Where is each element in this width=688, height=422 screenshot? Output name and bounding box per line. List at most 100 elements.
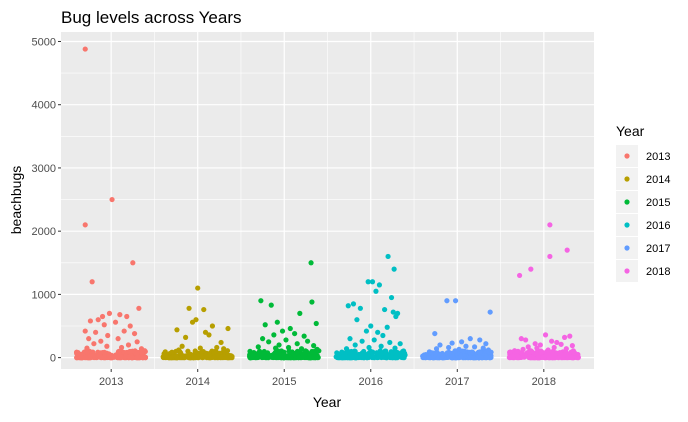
data-point (134, 355, 140, 361)
data-point (225, 325, 231, 332)
data-point (467, 336, 473, 342)
data-point (545, 347, 551, 353)
data-point (218, 339, 224, 346)
legend-swatch (624, 245, 630, 251)
data-point (162, 349, 168, 355)
data-point (469, 349, 475, 355)
data-point (352, 342, 358, 348)
data-point (366, 344, 372, 351)
data-point (115, 336, 121, 342)
data-point (285, 344, 292, 351)
data-point (209, 323, 216, 329)
data-point (380, 332, 386, 339)
data-point (101, 349, 108, 356)
data-point (311, 354, 317, 360)
data-point (359, 338, 365, 344)
data-point (458, 354, 464, 360)
data-point (483, 354, 489, 361)
data-point (87, 353, 94, 359)
data-point (376, 282, 383, 288)
data-point (123, 353, 129, 359)
data-point (313, 320, 319, 327)
data-point (272, 345, 279, 351)
data-point (542, 332, 549, 338)
data-point (523, 337, 529, 343)
data-point (382, 306, 388, 313)
x-tick-label: 2017 (445, 376, 469, 388)
y-tick-label: 0 (50, 353, 56, 365)
series-2017 (420, 298, 494, 361)
data-point (371, 337, 377, 343)
data-point (266, 339, 272, 345)
data-point (547, 222, 553, 228)
data-point (95, 317, 101, 323)
data-point (471, 344, 478, 350)
data-point (392, 350, 398, 356)
data-point (563, 346, 569, 352)
data-point (477, 337, 483, 343)
x-axis: 2013 2014 2015 2016 2017 2018 (99, 369, 556, 388)
x-axis-title: Year (313, 394, 342, 410)
y-tick-label: 2000 (32, 226, 56, 238)
data-point (557, 351, 563, 357)
data-point (268, 302, 274, 308)
y-axis-title: beachbugs (8, 166, 24, 235)
data-point (162, 353, 168, 359)
data-point (515, 355, 521, 361)
data-point (98, 338, 104, 344)
data-point (561, 334, 568, 340)
data-point (385, 253, 391, 260)
data-point (383, 348, 389, 354)
data-point (463, 343, 469, 349)
data-point (295, 354, 302, 361)
data-point (452, 348, 458, 354)
data-point (117, 312, 123, 318)
data-point (354, 317, 360, 323)
data-point (444, 298, 450, 304)
data-point (547, 253, 553, 260)
data-point (475, 349, 482, 356)
data-point (537, 342, 543, 348)
data-point (87, 318, 94, 324)
data-point (301, 333, 307, 339)
data-point (93, 329, 99, 335)
data-point (569, 355, 575, 361)
data-point (391, 266, 397, 272)
data-point (121, 328, 127, 334)
data-point (294, 341, 300, 347)
data-point (247, 348, 253, 354)
data-point (221, 346, 227, 352)
data-point (343, 346, 350, 352)
data-point (516, 272, 523, 279)
data-point (118, 344, 125, 351)
data-point (369, 353, 376, 359)
data-point (361, 354, 367, 361)
y-tick-label: 5000 (32, 36, 56, 48)
data-point (348, 348, 355, 355)
data-point (127, 348, 133, 355)
data-point (99, 313, 106, 320)
data-point (173, 353, 179, 360)
data-point (526, 354, 532, 360)
data-point (452, 298, 459, 304)
data-point (134, 339, 140, 345)
data-point (74, 350, 80, 357)
data-point (186, 305, 192, 311)
data-point (125, 342, 132, 348)
gridlines (61, 32, 594, 369)
y-tick-label: 4000 (32, 100, 56, 112)
data-point (480, 345, 486, 351)
data-point (535, 354, 541, 361)
data-point (82, 46, 88, 52)
data-point (287, 325, 293, 332)
series-2016 (333, 253, 408, 361)
data-point (357, 305, 363, 311)
data-point (82, 355, 88, 361)
data-point (483, 341, 489, 347)
data-point (131, 330, 138, 337)
data-point (101, 322, 107, 328)
data-point (569, 343, 575, 349)
data-point (274, 319, 280, 325)
data-point (459, 339, 465, 345)
data-point (194, 354, 200, 360)
